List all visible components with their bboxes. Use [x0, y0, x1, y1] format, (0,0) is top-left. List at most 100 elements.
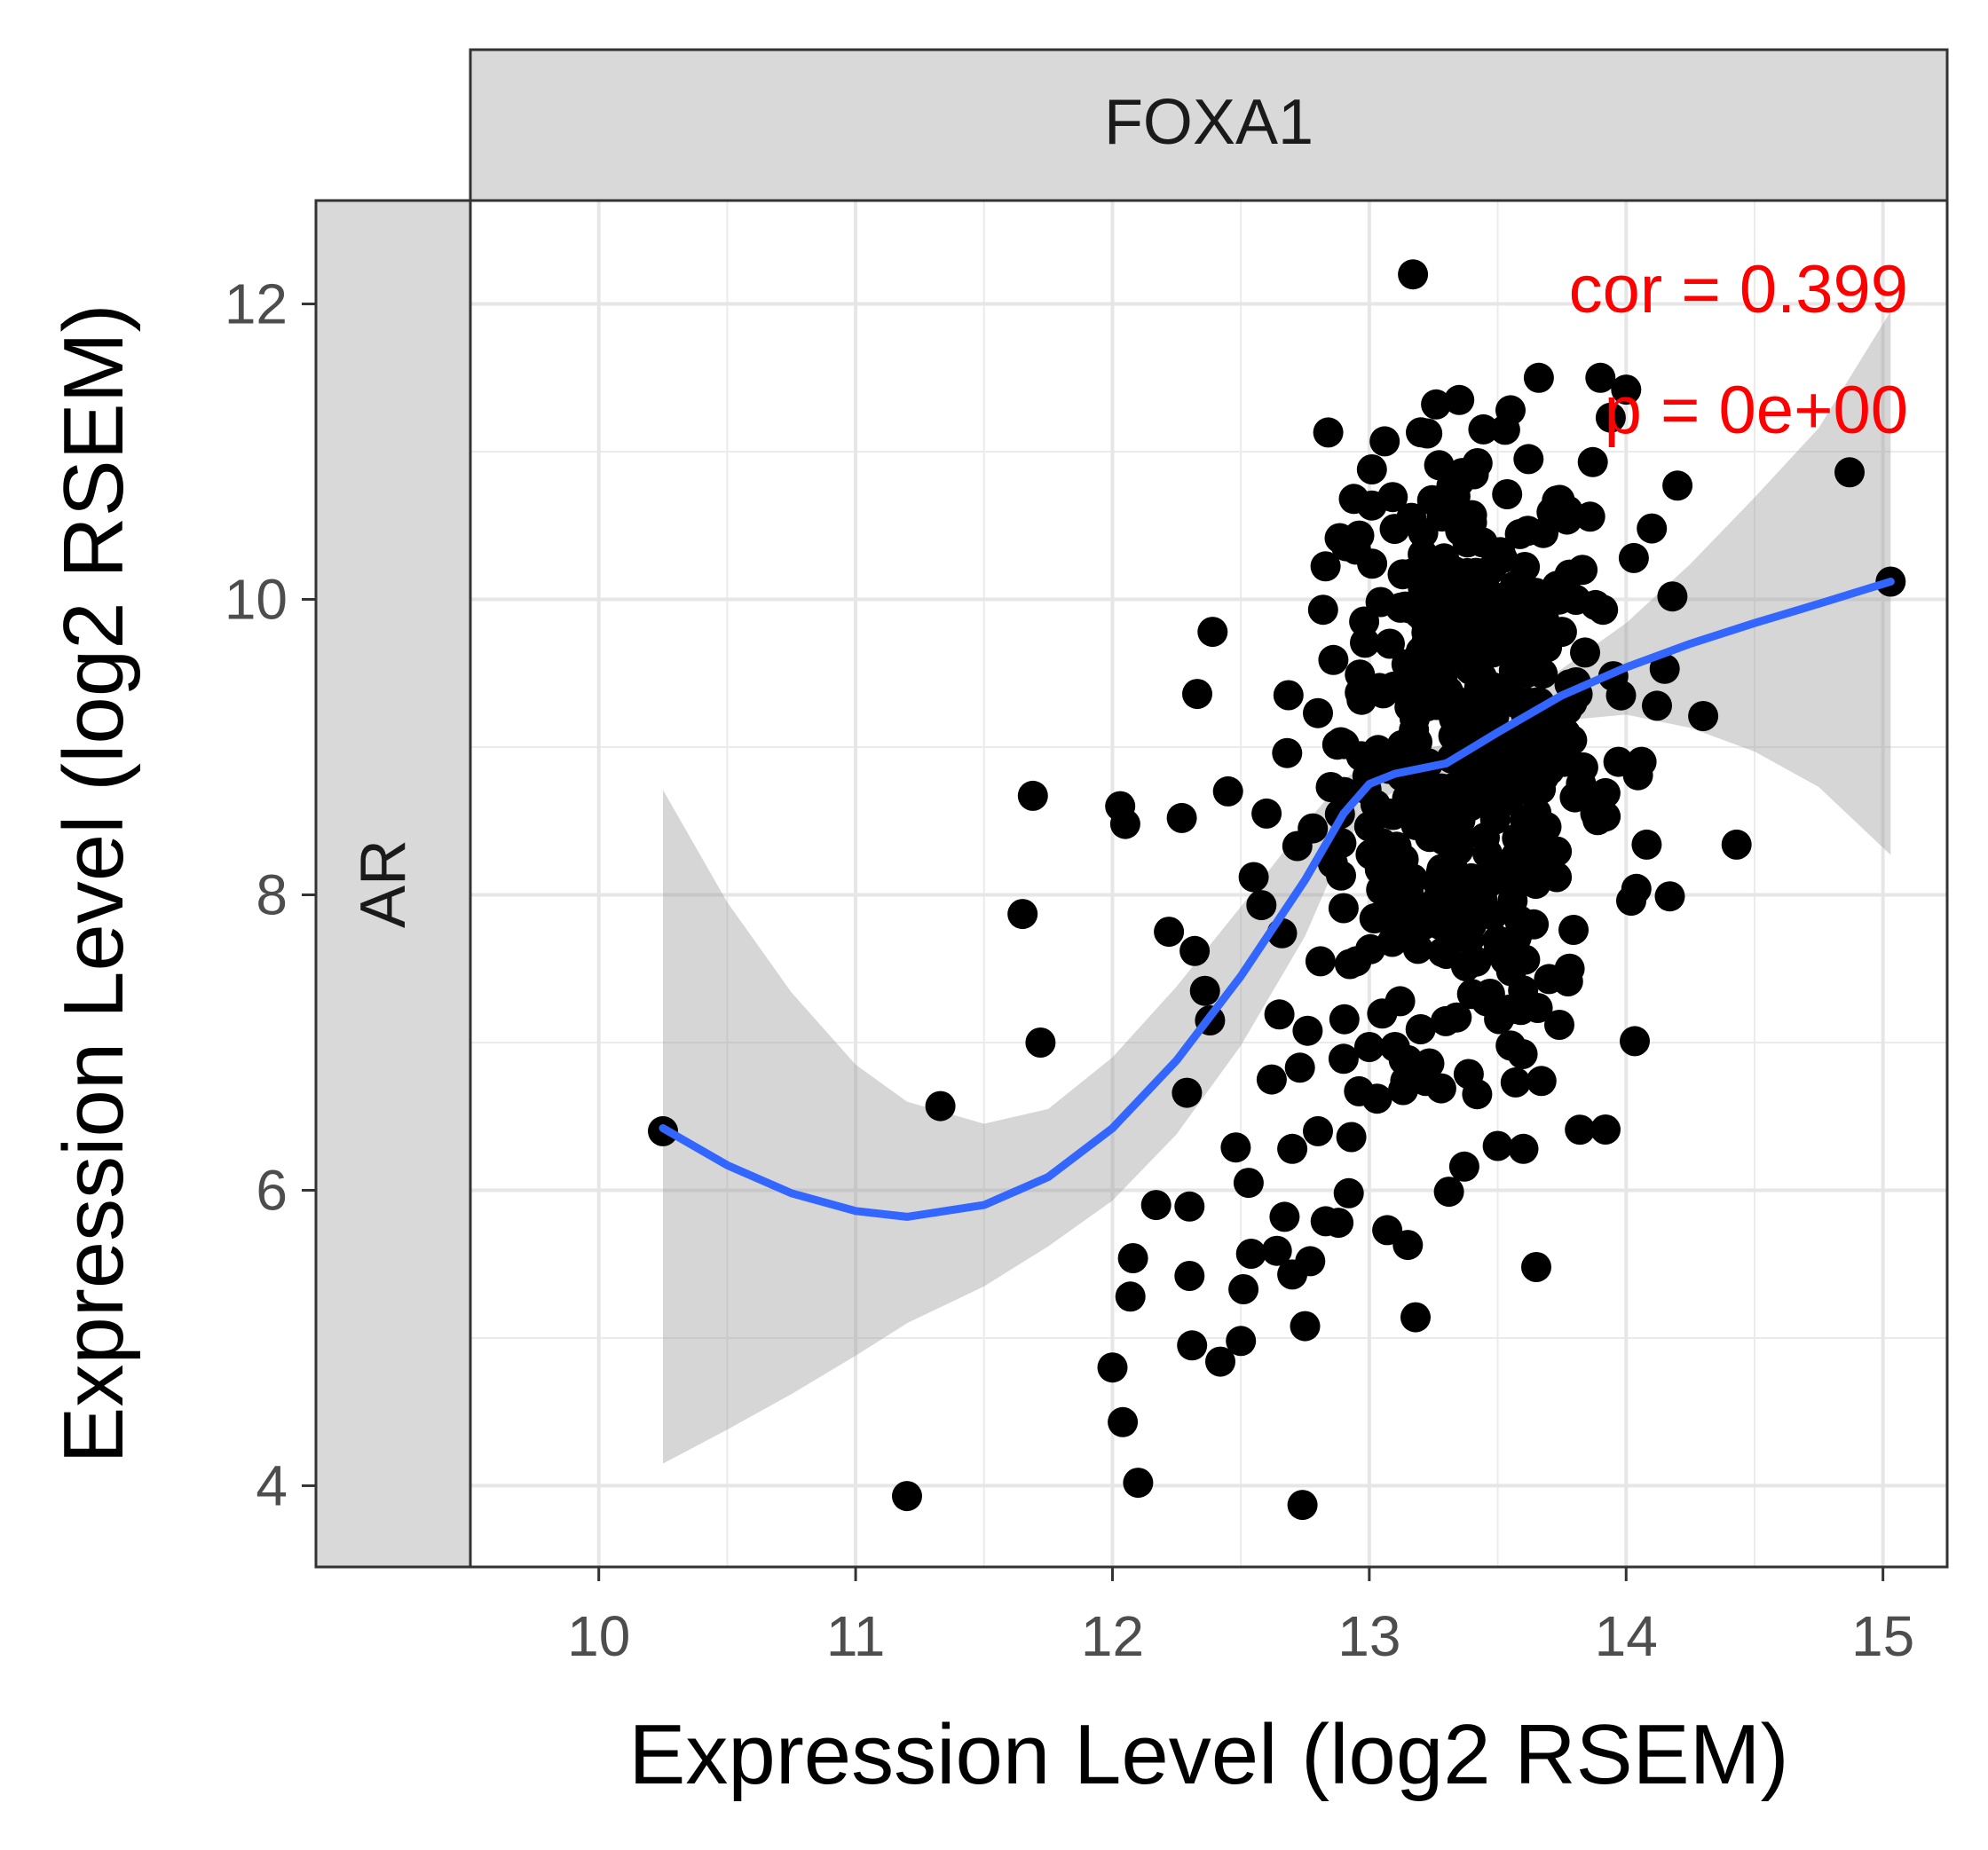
data-point [1492, 479, 1523, 509]
x-tick-label: 11 [826, 1604, 885, 1668]
data-point [1461, 946, 1492, 977]
data-point [1220, 1132, 1251, 1163]
data-point [1511, 811, 1542, 841]
data-point [1507, 1039, 1538, 1069]
confidence-band-group [663, 311, 1891, 1464]
y-tick-label: 8 [256, 862, 288, 926]
data-point [1508, 1133, 1539, 1164]
data-point [1618, 542, 1649, 573]
data-points [648, 259, 1906, 1521]
data-point [1115, 1281, 1146, 1312]
data-point [1649, 653, 1680, 684]
data-point [1688, 701, 1719, 731]
data-point [1484, 1004, 1515, 1035]
data-point [1238, 862, 1269, 893]
data-point [1264, 999, 1295, 1030]
data-point [1182, 679, 1212, 710]
data-point [1365, 586, 1396, 618]
y-tick-label: 12 [225, 272, 288, 336]
data-point [1284, 1052, 1315, 1083]
data-point [1513, 444, 1544, 475]
data-point [1318, 644, 1349, 675]
data-point [1471, 870, 1502, 901]
data-point [1361, 1083, 1392, 1114]
data-point [1570, 637, 1600, 668]
data-point [1295, 1246, 1326, 1277]
data-point [1526, 1066, 1557, 1097]
data-point [1566, 768, 1597, 799]
data-point [1620, 1026, 1650, 1057]
x-axis-title: Expression Level (log2 RSEM) [628, 1707, 1788, 1802]
data-point [1379, 514, 1410, 545]
data-point [1368, 678, 1399, 709]
data-point [1433, 1177, 1464, 1208]
data-point [1369, 426, 1400, 457]
data-point [1662, 470, 1693, 501]
data-point [1552, 966, 1583, 996]
data-point [1109, 808, 1140, 839]
data-point [1500, 1067, 1531, 1098]
data-point [1522, 854, 1553, 885]
data-point [1388, 1075, 1418, 1106]
data-point [1172, 1077, 1203, 1108]
data-point [1177, 1330, 1208, 1361]
data-point [1496, 630, 1527, 661]
data-point [1246, 890, 1277, 921]
data-point [1117, 1243, 1148, 1273]
data-point [1269, 1201, 1300, 1232]
data-point [1235, 1239, 1266, 1269]
data-point [1313, 417, 1344, 448]
confidence-band [663, 311, 1891, 1464]
data-point [1205, 1346, 1235, 1377]
data-point [1362, 846, 1393, 877]
data-point [1226, 1326, 1257, 1357]
data-point [1482, 925, 1513, 956]
x-tick-label: 12 [1081, 1604, 1144, 1668]
data-point [1510, 944, 1541, 975]
plot-panel [470, 201, 1947, 1567]
data-point [1482, 1130, 1513, 1161]
data-point [1140, 1190, 1172, 1221]
data-point [1452, 527, 1483, 558]
x-axis-ticks: 10 11 12 13 14 15 [567, 1567, 1914, 1668]
data-point [1398, 909, 1429, 940]
data-point [1350, 627, 1380, 658]
data-point [1516, 590, 1547, 620]
data-point [1508, 975, 1539, 1006]
data-point [1154, 917, 1185, 948]
data-point [1424, 450, 1455, 481]
data-point [1428, 799, 1459, 829]
data-point [1017, 780, 1048, 811]
data-point [1550, 718, 1582, 749]
data-point [1212, 775, 1243, 807]
data-point [1361, 902, 1392, 933]
data-point [1375, 628, 1405, 659]
data-point [1542, 485, 1573, 516]
data-point [1123, 1468, 1154, 1499]
y-tick-label: 6 [256, 1158, 288, 1222]
facet-label-ar: AR [348, 839, 419, 928]
data-point [892, 1481, 922, 1512]
data-point [1256, 1064, 1287, 1095]
data-point [1462, 448, 1493, 478]
data-point [1353, 811, 1384, 842]
data-point [1558, 915, 1589, 945]
data-point [1292, 1015, 1323, 1046]
data-point [1637, 513, 1668, 544]
data-point [1007, 899, 1038, 930]
data-point [1298, 813, 1329, 844]
data-point [1366, 874, 1397, 905]
y-axis-title: Expression Level (log2 RSEM) [46, 303, 141, 1463]
data-point [1305, 946, 1336, 977]
data-point [1424, 892, 1456, 923]
data-point [1463, 673, 1495, 704]
data-point [1336, 1122, 1367, 1153]
data-point [1468, 413, 1499, 445]
data-point [1504, 905, 1534, 936]
data-point [1595, 402, 1626, 433]
data-point [1345, 659, 1376, 690]
data-point [1621, 873, 1652, 904]
data-point [1367, 998, 1398, 1029]
